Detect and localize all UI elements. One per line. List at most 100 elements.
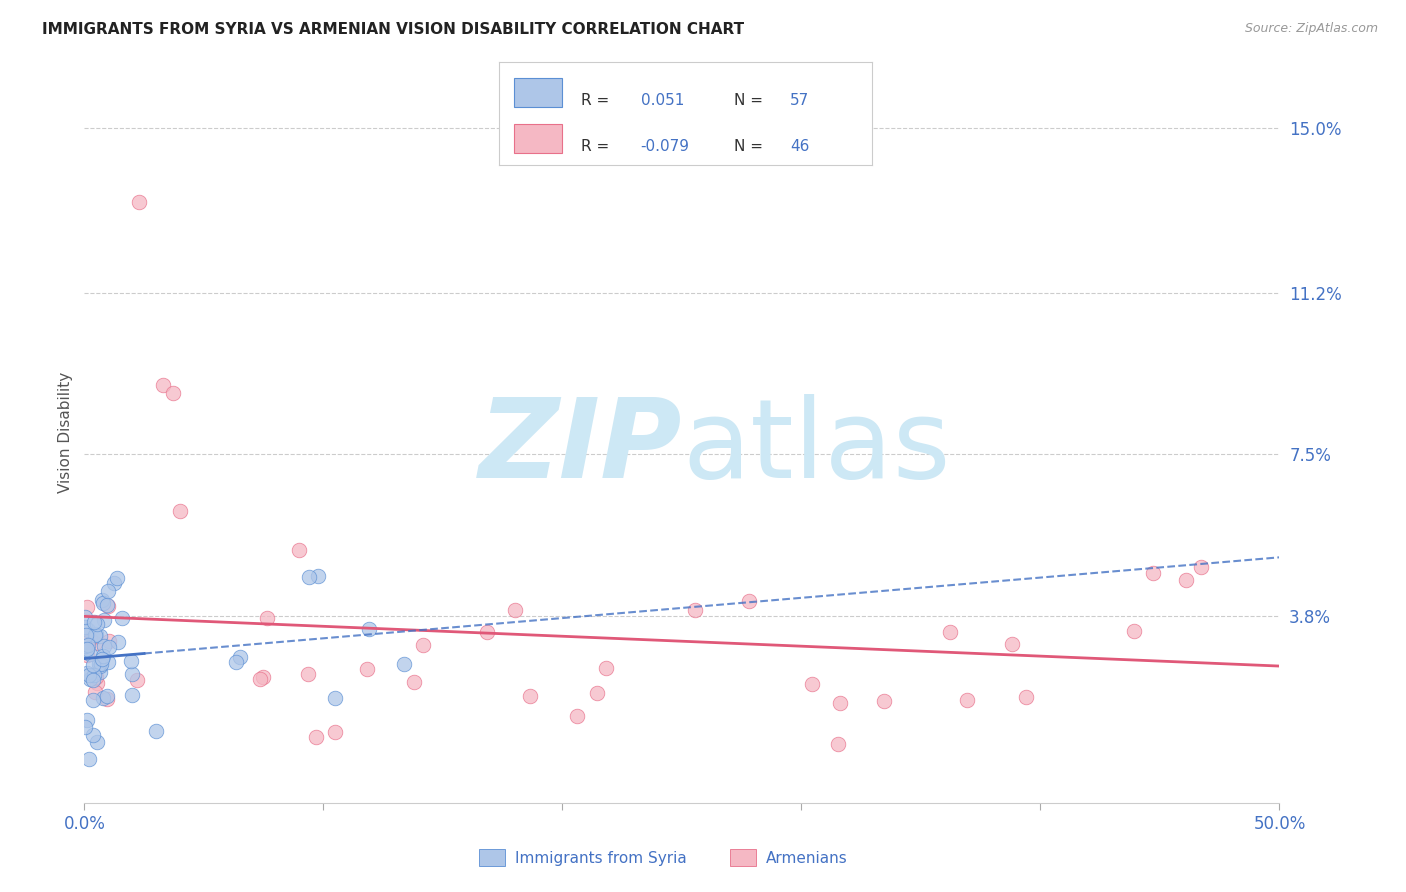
Point — [828, 697, 851, 711]
FancyBboxPatch shape — [479, 849, 505, 866]
Point — [1015, 690, 1038, 705]
FancyBboxPatch shape — [515, 78, 562, 106]
Point — [97, 640, 120, 654]
Point — [91, 592, 114, 607]
Text: N =: N = — [734, 139, 768, 154]
Point — [83, 615, 105, 630]
Point — [120, 654, 142, 668]
Point — [412, 638, 434, 652]
Point — [91, 596, 114, 610]
Point — [297, 667, 319, 681]
Point — [75, 720, 97, 734]
Point — [98, 634, 121, 648]
Point — [91, 651, 114, 665]
Point — [77, 638, 100, 652]
Point — [82, 728, 104, 742]
Point — [685, 603, 707, 617]
Point — [169, 504, 191, 518]
Point — [97, 599, 120, 613]
Point — [145, 724, 167, 739]
Point — [128, 194, 150, 209]
Y-axis label: Vision Disability: Vision Disability — [58, 372, 73, 493]
Point — [162, 386, 184, 401]
Text: R =: R = — [581, 93, 614, 108]
Point — [1142, 566, 1164, 581]
Point — [75, 628, 97, 642]
Text: atlas: atlas — [682, 394, 950, 501]
Point — [595, 661, 617, 675]
Point — [76, 599, 98, 614]
Point — [1123, 624, 1146, 638]
Point — [323, 724, 346, 739]
Point — [356, 661, 378, 675]
Point — [939, 624, 962, 639]
Point — [86, 735, 108, 749]
Point — [77, 667, 100, 681]
Point — [298, 570, 321, 584]
Point — [75, 610, 97, 624]
Point — [76, 623, 98, 637]
Point — [121, 688, 143, 702]
Point — [76, 648, 98, 663]
Point — [738, 593, 761, 607]
Point — [565, 709, 588, 723]
Point — [91, 690, 114, 705]
Point — [96, 599, 118, 613]
Point — [111, 611, 134, 625]
Point — [288, 543, 311, 558]
Point — [76, 634, 98, 648]
Text: 46: 46 — [790, 139, 808, 154]
Point — [827, 737, 849, 751]
Point — [305, 730, 328, 744]
Point — [75, 620, 97, 634]
Point — [93, 639, 115, 653]
Point — [89, 659, 111, 673]
Point — [96, 692, 118, 706]
Point — [519, 690, 541, 704]
Point — [1174, 573, 1197, 587]
Point — [229, 650, 252, 665]
Point — [82, 658, 104, 673]
Point — [89, 629, 111, 643]
Point — [249, 673, 271, 687]
Point — [79, 752, 101, 766]
Point — [93, 613, 115, 627]
Point — [79, 632, 101, 647]
Point — [323, 690, 346, 705]
Point — [252, 670, 274, 684]
Point — [86, 617, 108, 632]
Text: ZIP: ZIP — [478, 394, 682, 501]
Point — [152, 377, 174, 392]
Point — [121, 667, 143, 681]
Point — [402, 674, 425, 689]
Point — [83, 636, 105, 650]
Point — [86, 627, 108, 641]
Point — [873, 694, 896, 708]
Point — [91, 649, 114, 664]
Point — [307, 569, 329, 583]
Point — [76, 713, 98, 727]
Point — [79, 647, 101, 661]
Point — [107, 634, 129, 648]
Point — [82, 693, 104, 707]
FancyBboxPatch shape — [730, 849, 756, 866]
Point — [125, 673, 148, 688]
Point — [586, 686, 609, 700]
Point — [225, 655, 247, 669]
Point — [97, 655, 120, 669]
Text: 57: 57 — [790, 93, 808, 108]
FancyBboxPatch shape — [515, 124, 562, 153]
Point — [503, 603, 526, 617]
Point — [392, 657, 415, 672]
Point — [84, 669, 107, 683]
Text: -0.079: -0.079 — [641, 139, 690, 154]
Point — [79, 673, 101, 687]
Point — [86, 675, 108, 690]
Text: R =: R = — [581, 139, 614, 154]
Point — [103, 576, 125, 591]
Point — [96, 689, 118, 703]
Point — [359, 622, 381, 636]
Point — [90, 657, 112, 671]
Point — [105, 571, 128, 585]
Point — [76, 641, 98, 656]
